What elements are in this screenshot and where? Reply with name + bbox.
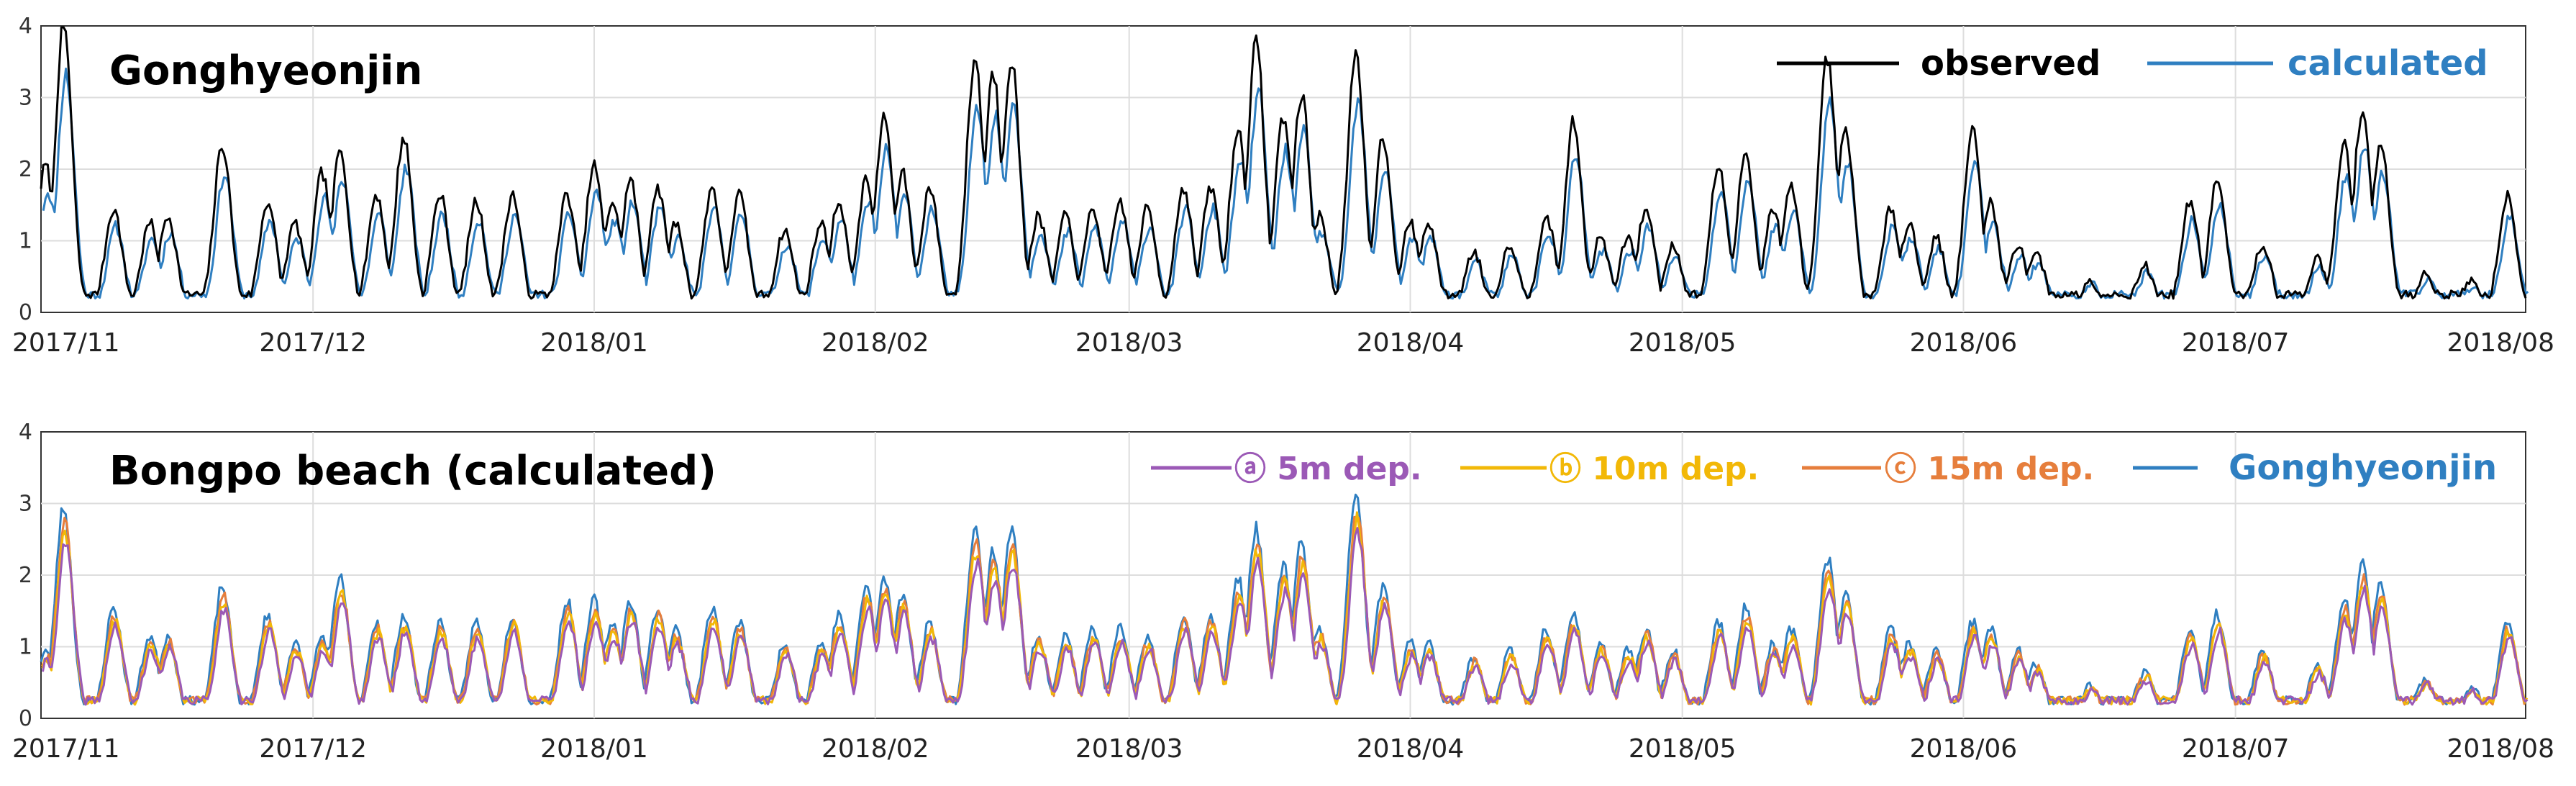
y-axis: 0 1 2 3 4	[19, 14, 32, 325]
legend-label-5m: ⓐ 5m dep.	[1234, 451, 1422, 487]
y-tick-label: 1	[19, 635, 32, 660]
series-line-observed	[40, 26, 2527, 300]
y-tick-label: 4	[19, 420, 32, 445]
x-tick-label: 2018/01	[540, 734, 648, 764]
panel-title: Bongpo beach (calculated)	[109, 448, 716, 494]
x-tick-label: 2018/08	[2447, 734, 2554, 764]
legend: ⓐ 5m dep. ⓑ 10m dep. ⓒ 15m dep. Gonghyeo…	[1151, 448, 2497, 488]
y-axis: 0 1 2 3 4	[19, 420, 32, 731]
series-line-5m	[42, 527, 2529, 706]
x-tick-label: 2018/05	[1629, 328, 1737, 358]
grid	[41, 26, 2526, 312]
x-tick-label: 2018/07	[2182, 328, 2290, 358]
legend-label-15m: ⓒ 15m dep.	[1885, 451, 2094, 487]
x-tick-label: 2018/03	[1075, 328, 1183, 358]
x-tick-label: 2018/03	[1075, 734, 1183, 764]
x-tick-label: 2018/06	[1910, 734, 2018, 764]
legend-label-calculated: calculated	[2288, 43, 2488, 83]
y-tick-label: 4	[19, 14, 32, 39]
x-tick-label: 2017/11	[12, 328, 120, 358]
panel-bongpo: 0 1 2 3 4 2017/11 2017/12 2018/01 2018/02 2018/0…	[12, 420, 2554, 764]
y-tick-label: 0	[19, 300, 32, 325]
legend-label-observed: observed	[1921, 43, 2101, 83]
x-axis: 2017/11 2017/12 2018/01 2018/02 2018/03 2018/…	[12, 734, 2554, 764]
y-tick-label: 1	[19, 229, 32, 254]
y-tick-label: 3	[19, 86, 32, 111]
x-axis: 2017/11 2017/12 2018/01 2018/02 2018/03 2018/…	[12, 328, 2554, 358]
x-tick-label: 2018/02	[822, 328, 929, 358]
y-tick-label: 3	[19, 492, 32, 517]
grid	[41, 432, 2526, 718]
y-tick-label: 2	[19, 157, 32, 182]
x-tick-label: 2017/12	[259, 734, 367, 764]
panel-gonghyeonjin: 0 1 2 3 4 2017/11 2017/12 2018/01 2018/02 2018/0…	[12, 14, 2554, 358]
x-tick-label: 2017/11	[12, 734, 120, 764]
x-tick-label: 2017/12	[259, 328, 367, 358]
x-tick-label: 2018/04	[1357, 328, 1465, 358]
series-lines	[40, 26, 2529, 300]
legend-label-gonghyeonjin: Gonghyeonjin	[2229, 448, 2497, 488]
x-tick-label: 2018/07	[2182, 734, 2290, 764]
y-tick-label: 2	[19, 563, 32, 588]
x-tick-label: 2018/06	[1910, 328, 2018, 358]
x-tick-label: 2018/02	[822, 734, 929, 764]
y-tick-label: 0	[19, 706, 32, 731]
x-tick-label: 2018/05	[1629, 734, 1737, 764]
legend: observed calculated	[1777, 43, 2488, 83]
panel-title: Gonghyeonjin	[109, 48, 422, 94]
x-tick-label: 2018/01	[540, 328, 648, 358]
legend-label-10m: ⓑ 10m dep.	[1549, 451, 1759, 487]
x-tick-label: 2018/08	[2447, 328, 2554, 358]
series-lines	[40, 493, 2529, 706]
x-tick-label: 2018/04	[1357, 734, 1465, 764]
